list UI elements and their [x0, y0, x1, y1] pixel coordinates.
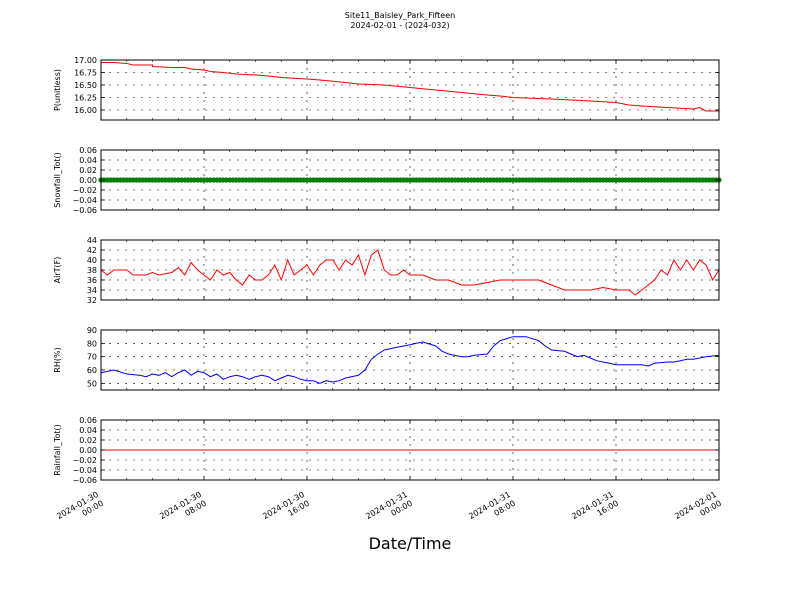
y-axis-label: Rainfall_Tot() — [53, 424, 62, 476]
y-tick-label: −0.04 — [72, 466, 97, 475]
y-tick-label: 0.02 — [79, 166, 97, 175]
chart-title: Site11_Baisley_Park_Fifteen — [344, 11, 456, 20]
x-tick-label: 2024-01-3116:00 — [570, 490, 620, 530]
chart-subtitle: 2024-02-01 - (2024-032) — [350, 21, 450, 30]
y-axis-label: Snowfall_Tot() — [53, 152, 62, 208]
y-tick-label: 0.06 — [79, 416, 97, 425]
y-tick-label: 34 — [87, 286, 97, 295]
y-tick-label: 50 — [87, 379, 97, 388]
y-tick-label: 0.04 — [79, 156, 97, 165]
y-tick-label: 70 — [87, 353, 97, 362]
panel-1: 16.00 16.25 16.50 16.75 17.00 P(unitless) — [53, 56, 720, 121]
series-line — [100, 336, 720, 384]
panel-4: 50 60 70 80 90 RH(%) — [53, 326, 720, 391]
x-tick-label: 2024-01-3000:00 — [55, 490, 105, 530]
y-tick-label: 16.00 — [74, 106, 97, 115]
y-tick-label: 16.50 — [74, 81, 97, 90]
y-tick-label: −0.02 — [72, 456, 97, 465]
y-tick-label: 44 — [87, 236, 97, 245]
y-axis-label: RH(%) — [53, 347, 62, 372]
y-tick-label: 16.75 — [74, 69, 97, 78]
panel-5: −0.06−0.04−0.020.000.020.040.06 Rainfall_… — [53, 416, 720, 485]
y-tick-label: 16.25 — [74, 94, 97, 103]
x-axis-title: Date/Time — [368, 534, 452, 553]
y-tick-label: 17.00 — [74, 56, 97, 65]
y-tick-label: 0.00 — [79, 176, 97, 185]
y-tick-label: 40 — [87, 256, 97, 265]
panel-2: −0.06−0.04−0.020.000.020.040.06 Snowfall_… — [53, 146, 722, 215]
y-tick-label: 42 — [87, 246, 97, 255]
series-line — [101, 62, 719, 112]
x-tick-label: 2024-01-3008:00 — [158, 490, 208, 530]
y-axis-label: P(unitless) — [53, 69, 62, 111]
y-tick-label: 90 — [87, 326, 97, 335]
y-tick-label: −0.06 — [72, 206, 97, 215]
x-tick-label: 2024-01-3108:00 — [467, 490, 517, 530]
x-tick-label: 2024-01-3016:00 — [261, 490, 311, 530]
y-tick-label: 38 — [87, 266, 97, 275]
y-tick-label: −0.04 — [72, 196, 97, 205]
x-tick-label: 2024-01-3100:00 — [364, 490, 414, 530]
y-tick-label: 0.02 — [79, 436, 97, 445]
y-tick-label: 0.00 — [79, 446, 97, 455]
y-tick-label: −0.06 — [72, 476, 97, 485]
y-tick-label: 0.06 — [79, 146, 97, 155]
y-tick-label: 60 — [87, 366, 97, 375]
y-tick-label: −0.02 — [72, 186, 97, 195]
x-tick-label: 2024-02-0100:00 — [673, 490, 723, 530]
y-tick-label: 80 — [87, 339, 97, 348]
y-axis-label: AirT(F) — [53, 257, 62, 284]
y-tick-label: 0.04 — [79, 426, 97, 435]
y-tick-label: 36 — [87, 276, 97, 285]
y-tick-label: 32 — [87, 296, 97, 305]
series-line — [100, 249, 720, 296]
